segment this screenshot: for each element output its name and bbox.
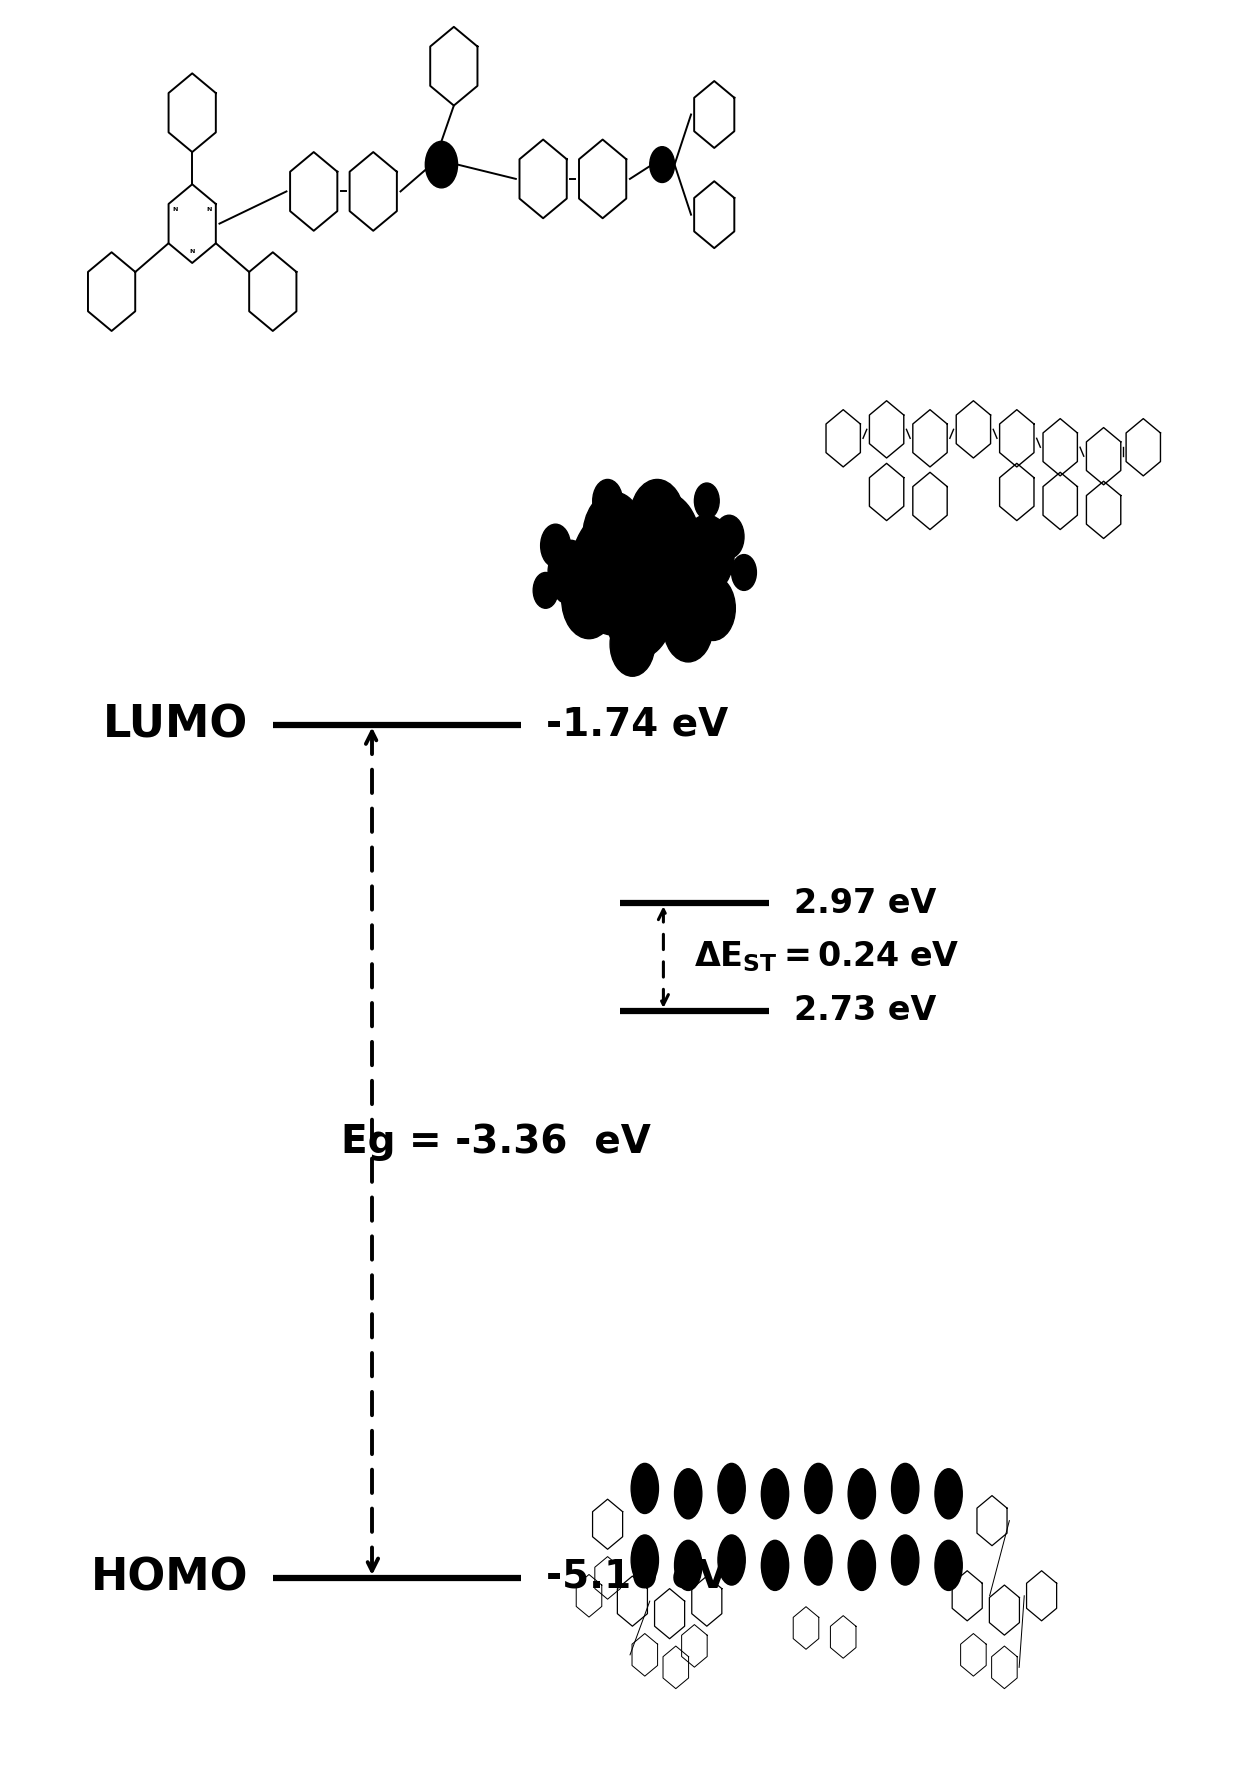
Polygon shape: [694, 181, 734, 249]
Polygon shape: [999, 410, 1034, 467]
Text: N: N: [172, 208, 177, 211]
Polygon shape: [999, 463, 1034, 521]
Polygon shape: [956, 401, 991, 458]
Circle shape: [604, 558, 673, 658]
Circle shape: [570, 510, 657, 635]
Polygon shape: [913, 410, 947, 467]
Text: 2.97 eV: 2.97 eV: [794, 887, 936, 920]
Polygon shape: [682, 1624, 707, 1667]
Polygon shape: [961, 1633, 986, 1676]
Polygon shape: [579, 140, 626, 218]
Circle shape: [562, 560, 616, 639]
Polygon shape: [992, 1646, 1017, 1689]
Text: $\mathbf{\Delta}$$\mathbf{E}_{\mathbf{ST}}$$\mathbf{ = 0.24\ eV}$: $\mathbf{\Delta}$$\mathbf{E}_{\mathbf{ST…: [694, 939, 960, 975]
Ellipse shape: [631, 1535, 658, 1585]
Ellipse shape: [631, 1463, 658, 1513]
Polygon shape: [290, 152, 337, 231]
Text: 2.73 eV: 2.73 eV: [794, 995, 936, 1027]
Polygon shape: [1086, 481, 1121, 538]
Circle shape: [651, 537, 713, 626]
Ellipse shape: [761, 1540, 789, 1590]
Ellipse shape: [848, 1469, 875, 1519]
Circle shape: [691, 576, 735, 640]
Circle shape: [663, 590, 713, 662]
Circle shape: [694, 483, 719, 519]
Polygon shape: [1043, 472, 1078, 530]
Polygon shape: [632, 1633, 657, 1676]
Polygon shape: [869, 463, 904, 521]
Circle shape: [610, 612, 655, 676]
Ellipse shape: [805, 1535, 832, 1585]
Polygon shape: [694, 81, 734, 148]
Polygon shape: [826, 410, 861, 467]
Ellipse shape: [805, 1463, 832, 1513]
Polygon shape: [1043, 419, 1078, 476]
Polygon shape: [831, 1615, 856, 1658]
Ellipse shape: [675, 1540, 702, 1590]
Polygon shape: [990, 1585, 1019, 1635]
Circle shape: [548, 540, 593, 605]
Polygon shape: [595, 1556, 620, 1599]
Polygon shape: [249, 252, 296, 331]
Polygon shape: [88, 252, 135, 331]
Polygon shape: [593, 1499, 622, 1549]
Ellipse shape: [675, 1469, 702, 1519]
Circle shape: [425, 141, 458, 188]
Circle shape: [680, 515, 734, 594]
Ellipse shape: [892, 1463, 919, 1513]
Ellipse shape: [761, 1469, 789, 1519]
Polygon shape: [618, 1576, 647, 1626]
Ellipse shape: [892, 1535, 919, 1585]
Circle shape: [593, 479, 622, 522]
Circle shape: [650, 147, 675, 182]
Ellipse shape: [718, 1463, 745, 1513]
Polygon shape: [169, 184, 216, 263]
Polygon shape: [869, 401, 904, 458]
Polygon shape: [1126, 419, 1161, 476]
Circle shape: [541, 524, 570, 567]
Polygon shape: [350, 152, 397, 231]
Circle shape: [732, 555, 756, 590]
Polygon shape: [952, 1571, 982, 1621]
Text: N: N: [207, 208, 212, 211]
Ellipse shape: [935, 1469, 962, 1519]
Circle shape: [626, 492, 701, 599]
Polygon shape: [430, 27, 477, 106]
Ellipse shape: [935, 1540, 962, 1590]
Polygon shape: [577, 1574, 601, 1617]
Text: -5.10 eV: -5.10 eV: [546, 1558, 728, 1598]
Polygon shape: [977, 1496, 1007, 1546]
Text: HOMO: HOMO: [91, 1556, 248, 1599]
Circle shape: [533, 572, 558, 608]
Polygon shape: [1086, 428, 1121, 485]
Text: LUMO: LUMO: [103, 703, 248, 746]
Circle shape: [630, 479, 684, 558]
Polygon shape: [655, 1589, 684, 1639]
Ellipse shape: [848, 1540, 875, 1590]
Circle shape: [583, 492, 645, 581]
Polygon shape: [520, 140, 567, 218]
Ellipse shape: [718, 1535, 745, 1585]
Polygon shape: [663, 1646, 688, 1689]
Polygon shape: [692, 1576, 722, 1626]
Polygon shape: [169, 73, 216, 152]
Polygon shape: [1027, 1571, 1056, 1621]
Polygon shape: [913, 472, 947, 530]
Polygon shape: [794, 1607, 818, 1649]
Text: -1.74 eV: -1.74 eV: [546, 705, 728, 744]
Circle shape: [714, 515, 744, 558]
Text: Eg = -3.36  eV: Eg = -3.36 eV: [341, 1123, 651, 1161]
Text: N: N: [190, 249, 195, 254]
